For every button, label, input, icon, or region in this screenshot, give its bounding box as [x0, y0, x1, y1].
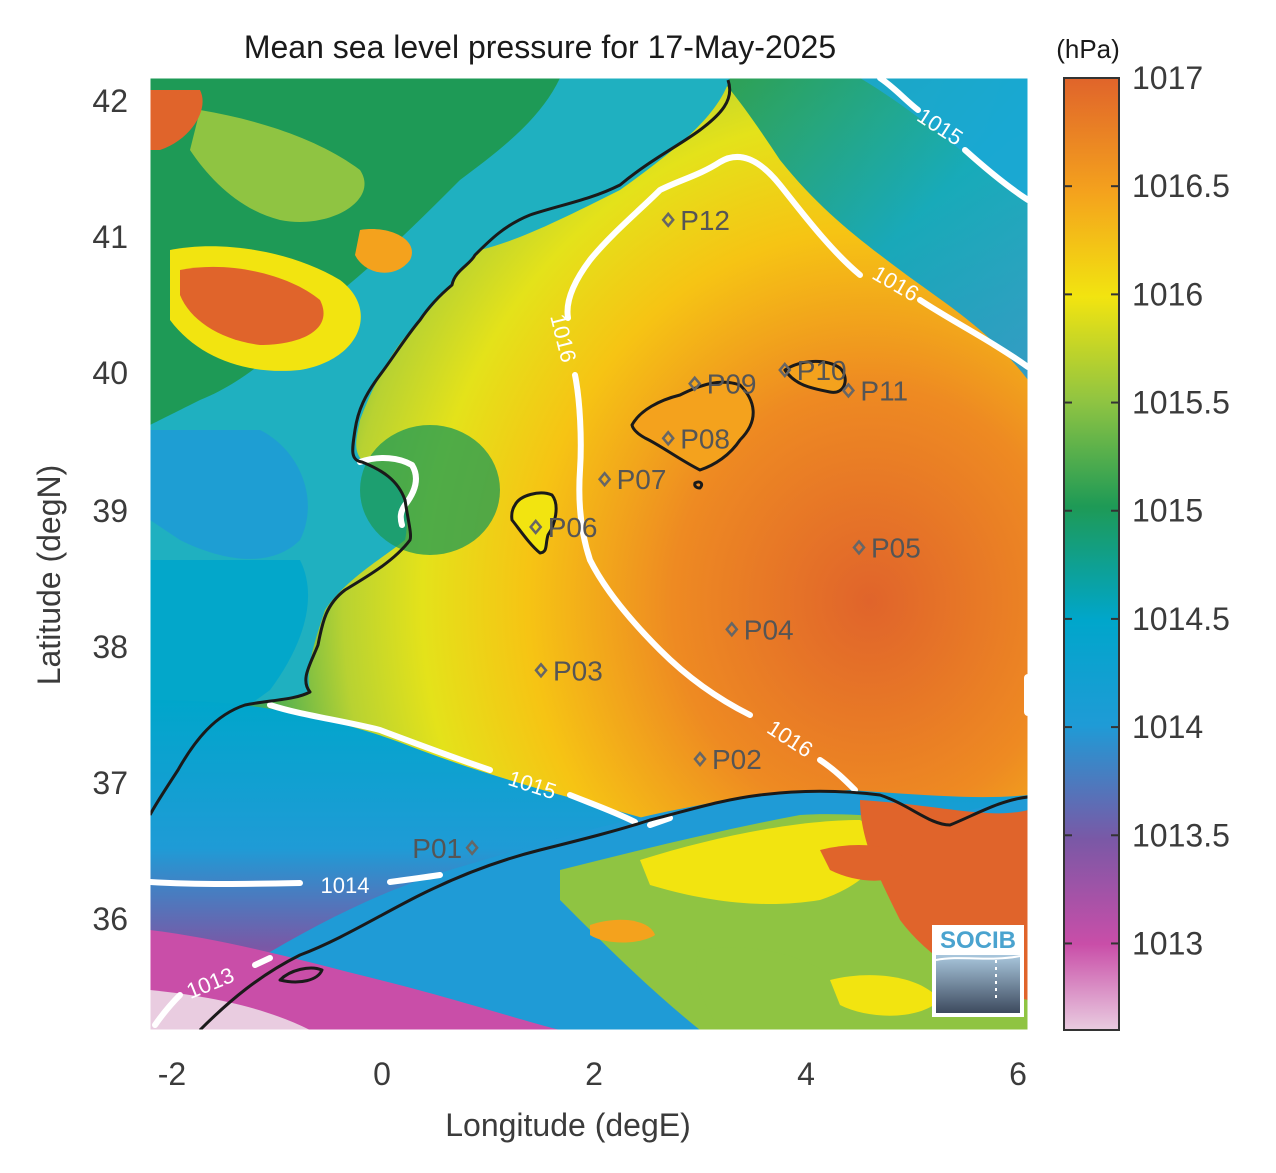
station-marker-p01: P01	[412, 833, 479, 864]
station-label: P10	[797, 355, 847, 386]
colorbar-unit-label: (hPa)	[1056, 34, 1120, 64]
isobar-1013	[152, 955, 273, 1028]
africa-coastline	[198, 789, 1028, 1030]
isobar-1015-south	[267, 702, 673, 828]
contour-label-1014: 1014	[321, 873, 370, 898]
station-diamond	[688, 375, 702, 392]
alboran-island-coastline	[278, 966, 324, 984]
colorbar-ticks: 1017 1016.5 1016 1015.5 1015 1014.5 1014 1013.5…	[1064, 60, 1230, 961]
station-diamond	[841, 382, 856, 399]
isobar-1015-north	[877, 78, 1028, 203]
station-diamond	[661, 430, 675, 447]
y-tick-label: 42	[92, 83, 128, 119]
station-marker-p10: P10	[778, 355, 847, 386]
station-label: P04	[744, 614, 794, 645]
station-diamond	[529, 519, 543, 535]
y-tick-label: 38	[92, 629, 128, 665]
colorbar-tick-label: 1014.5	[1132, 601, 1230, 637]
x-axis-label: Longitude (degE)	[445, 1107, 691, 1143]
station-marker-p11: P11	[841, 375, 908, 406]
station-diamond	[465, 839, 479, 856]
station-diamond	[661, 211, 675, 228]
station-label: P12	[680, 205, 730, 236]
isobar-1015-valencia	[357, 455, 419, 528]
colorbar: 1017 1016.5 1016 1015.5 1015 1014.5 1014 1013.5…	[1063, 60, 1230, 1031]
station-diamond	[534, 662, 548, 679]
y-tick-label: 36	[92, 901, 128, 937]
station-label: P01	[412, 833, 462, 864]
y-tick-label: 41	[92, 219, 128, 255]
y-axis-label: Latitude (degN)	[31, 465, 67, 686]
station-marker-p09: P09	[688, 369, 757, 400]
station-label: P08	[680, 423, 730, 454]
station-diamond	[693, 751, 707, 767]
station-marker-p06: P06	[529, 512, 598, 543]
station-diamond	[725, 621, 739, 638]
station-diamond	[597, 471, 612, 488]
colorbar-gradient	[1063, 77, 1120, 1031]
station-marker-p04: P04	[725, 614, 794, 645]
y-tick-label: 39	[92, 493, 128, 529]
socib-logo: SOCIB	[932, 925, 1024, 1017]
colorbar-tick-label: 1015	[1132, 493, 1203, 529]
ibiza-coastline	[510, 491, 558, 555]
station-marker-p03: P03	[534, 655, 603, 686]
station-label: P03	[553, 655, 603, 686]
x-tick-label: 4	[797, 1056, 815, 1092]
station-label: P06	[548, 512, 598, 543]
station-label: P05	[871, 532, 921, 563]
map-frame	[149, 77, 1029, 1031]
colorbar-tick-label: 1016	[1132, 276, 1203, 312]
station-marker-p02: P02	[693, 744, 762, 775]
colorbar-tick-label: 1013.5	[1132, 817, 1230, 853]
colorbar-tick-label: 1014	[1132, 709, 1203, 745]
station-label: P09	[707, 369, 757, 400]
iberia-coastline	[150, 79, 732, 816]
colorbar-tick-label: 1013	[1132, 925, 1203, 961]
station-marker-p12: P12	[661, 205, 730, 236]
y-axis-ticks: 42 41 40 39 38 37 36	[92, 83, 128, 937]
station-label: P02	[712, 744, 762, 775]
stations: P01 P02 P03 P04 P05 P06 P07 P08 P09 P10 P11 P12	[412, 205, 921, 864]
isobar-1014	[150, 872, 443, 887]
menorca-coastline	[783, 360, 847, 394]
colorbar-tick-label: 1016.5	[1132, 168, 1230, 204]
station-label: P07	[617, 464, 667, 495]
station-marker-p08: P08	[661, 423, 730, 454]
station-marker-p05: P05	[852, 532, 921, 563]
cabrera-coastline	[693, 480, 704, 490]
station-marker-p07: P07	[597, 464, 667, 495]
pressure-field	[150, 78, 1028, 1030]
station-diamond	[778, 362, 792, 378]
colorbar-tick-label: 1015.5	[1132, 385, 1230, 421]
socib-logo-text: SOCIB	[940, 927, 1016, 954]
station-diamond	[852, 539, 866, 556]
x-tick-label: 6	[1009, 1056, 1027, 1092]
x-axis-ticks: -2 0 2 4 6	[158, 1056, 1027, 1092]
x-tick-label: 0	[373, 1056, 391, 1092]
mallorca-coastline	[630, 380, 755, 472]
isobar-contours	[150, 78, 1028, 1028]
x-tick-label: 2	[585, 1056, 603, 1092]
coastlines	[150, 79, 1028, 1030]
y-tick-label: 37	[92, 765, 128, 801]
map-title: Mean sea level pressure for 17-May-2025	[244, 29, 836, 65]
isobar-1016	[564, 154, 1028, 793]
x-tick-label: -2	[158, 1056, 186, 1092]
station-label: P11	[860, 375, 908, 406]
y-tick-label: 40	[92, 355, 128, 391]
colorbar-tick-label: 1017	[1132, 60, 1203, 96]
